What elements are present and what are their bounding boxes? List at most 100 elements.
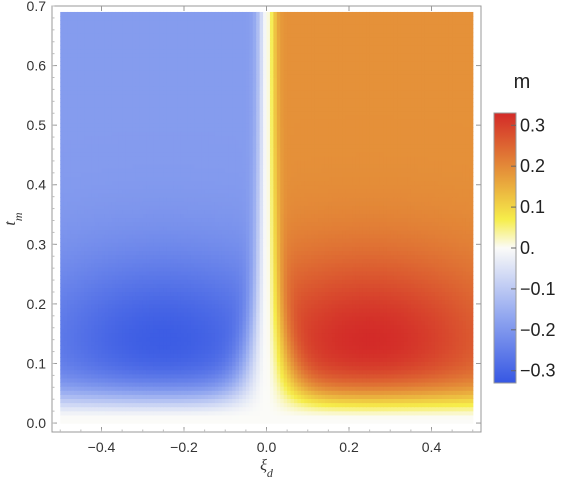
heatmap-cell bbox=[314, 295, 319, 301]
heatmap-cell bbox=[232, 287, 237, 293]
heatmap-cell bbox=[462, 307, 467, 313]
heatmap-cell bbox=[328, 283, 333, 288]
heatmap-cell bbox=[67, 283, 72, 288]
heatmap-cell bbox=[393, 414, 398, 420]
heatmap-cell bbox=[77, 398, 82, 404]
heatmap-cell bbox=[297, 316, 302, 321]
heatmap-cell bbox=[104, 299, 109, 305]
heatmap-cell bbox=[441, 254, 446, 260]
heatmap-cell bbox=[153, 414, 158, 420]
heatmap-cell bbox=[311, 349, 316, 354]
heatmap-cell bbox=[91, 386, 96, 391]
heatmap-cell bbox=[153, 357, 158, 362]
heatmap-cell bbox=[434, 266, 439, 272]
heatmap-cell bbox=[414, 369, 419, 375]
heatmap-cell bbox=[400, 357, 405, 362]
heatmap-cell bbox=[218, 414, 223, 420]
heatmap-cell bbox=[263, 312, 268, 317]
heatmap-cell bbox=[156, 324, 161, 330]
heatmap-cell bbox=[125, 332, 130, 338]
heatmap-cell bbox=[214, 324, 219, 330]
heatmap-cell bbox=[180, 402, 185, 408]
heatmap-cell bbox=[321, 316, 326, 321]
heatmap-cell bbox=[173, 299, 178, 305]
heatmap-cell bbox=[232, 336, 237, 342]
heatmap-cell bbox=[283, 316, 288, 321]
heatmap-cell bbox=[355, 336, 360, 342]
heatmap-cell bbox=[177, 254, 182, 260]
heatmap-cell bbox=[469, 328, 474, 334]
heatmap-cell bbox=[448, 262, 453, 268]
heatmap-cell bbox=[104, 254, 109, 260]
heatmap-cell bbox=[417, 299, 422, 305]
heatmap-cell bbox=[287, 357, 292, 362]
heatmap-cell bbox=[349, 316, 354, 321]
heatmap-cell bbox=[397, 340, 402, 346]
heatmap-cell bbox=[74, 307, 79, 313]
heatmap-cell bbox=[135, 287, 140, 293]
heatmap-cell bbox=[355, 279, 360, 284]
heatmap-cell bbox=[300, 365, 305, 371]
heatmap-cell bbox=[104, 394, 109, 399]
heatmap-cell bbox=[417, 418, 422, 424]
heatmap-cell bbox=[135, 353, 140, 358]
heatmap-cell bbox=[232, 361, 237, 367]
heatmap-cell bbox=[410, 336, 415, 342]
heatmap-cell bbox=[142, 324, 147, 330]
heatmap-cell bbox=[434, 377, 439, 383]
heatmap-cell bbox=[218, 381, 223, 387]
heatmap-cell bbox=[376, 365, 381, 371]
heatmap-cell bbox=[345, 295, 350, 301]
heatmap-cell bbox=[214, 390, 219, 395]
heatmap-cell bbox=[290, 365, 295, 371]
heatmap-cell bbox=[111, 328, 116, 334]
heatmap-cell bbox=[407, 262, 412, 268]
heatmap-cell bbox=[94, 398, 99, 404]
heatmap-cell bbox=[245, 275, 250, 280]
heatmap-cell bbox=[125, 336, 130, 342]
heatmap-cell bbox=[294, 320, 299, 325]
heatmap-cell bbox=[249, 381, 254, 387]
heatmap-cell bbox=[211, 279, 216, 284]
heatmap-cell bbox=[211, 344, 216, 350]
heatmap-cell bbox=[118, 386, 123, 391]
heatmap-cell bbox=[194, 353, 199, 358]
heatmap-cell bbox=[91, 414, 96, 420]
heatmap-cell bbox=[263, 250, 268, 256]
heatmap-cell bbox=[163, 324, 168, 330]
heatmap-cell bbox=[149, 262, 154, 268]
heatmap-cell bbox=[304, 373, 309, 379]
heatmap-cell bbox=[276, 283, 281, 288]
heatmap-cell bbox=[118, 266, 123, 272]
heatmap-cell bbox=[70, 410, 75, 416]
heatmap-cell bbox=[290, 279, 295, 284]
heatmap-cell bbox=[335, 328, 340, 334]
heatmap-cell bbox=[111, 279, 116, 284]
heatmap-cell bbox=[338, 373, 343, 379]
heatmap-cell bbox=[245, 332, 250, 338]
heatmap-cell bbox=[259, 303, 264, 309]
heatmap-cell bbox=[204, 381, 209, 387]
heatmap-cell bbox=[156, 307, 161, 313]
heatmap-cell bbox=[328, 340, 333, 346]
heatmap-cell bbox=[376, 270, 381, 276]
heatmap-cell bbox=[352, 312, 357, 317]
heatmap-cell bbox=[366, 344, 371, 350]
heatmap-cell bbox=[101, 340, 106, 346]
heatmap-cell bbox=[166, 402, 171, 408]
heatmap-cell bbox=[197, 349, 202, 354]
heatmap-cell bbox=[177, 283, 182, 288]
heatmap-cell bbox=[452, 369, 457, 375]
heatmap-cell bbox=[177, 307, 182, 313]
heatmap-cell bbox=[108, 266, 113, 272]
heatmap-cell bbox=[184, 262, 189, 268]
heatmap-cell bbox=[225, 349, 230, 354]
heatmap-cell bbox=[287, 406, 292, 412]
heatmap-cell bbox=[194, 303, 199, 309]
heatmap-cell bbox=[104, 250, 109, 256]
heatmap-cell bbox=[70, 291, 75, 297]
heatmap-cell bbox=[304, 291, 309, 297]
heatmap-cell bbox=[77, 402, 82, 408]
heatmap-cell bbox=[245, 316, 250, 321]
heatmap-cell bbox=[118, 406, 123, 412]
